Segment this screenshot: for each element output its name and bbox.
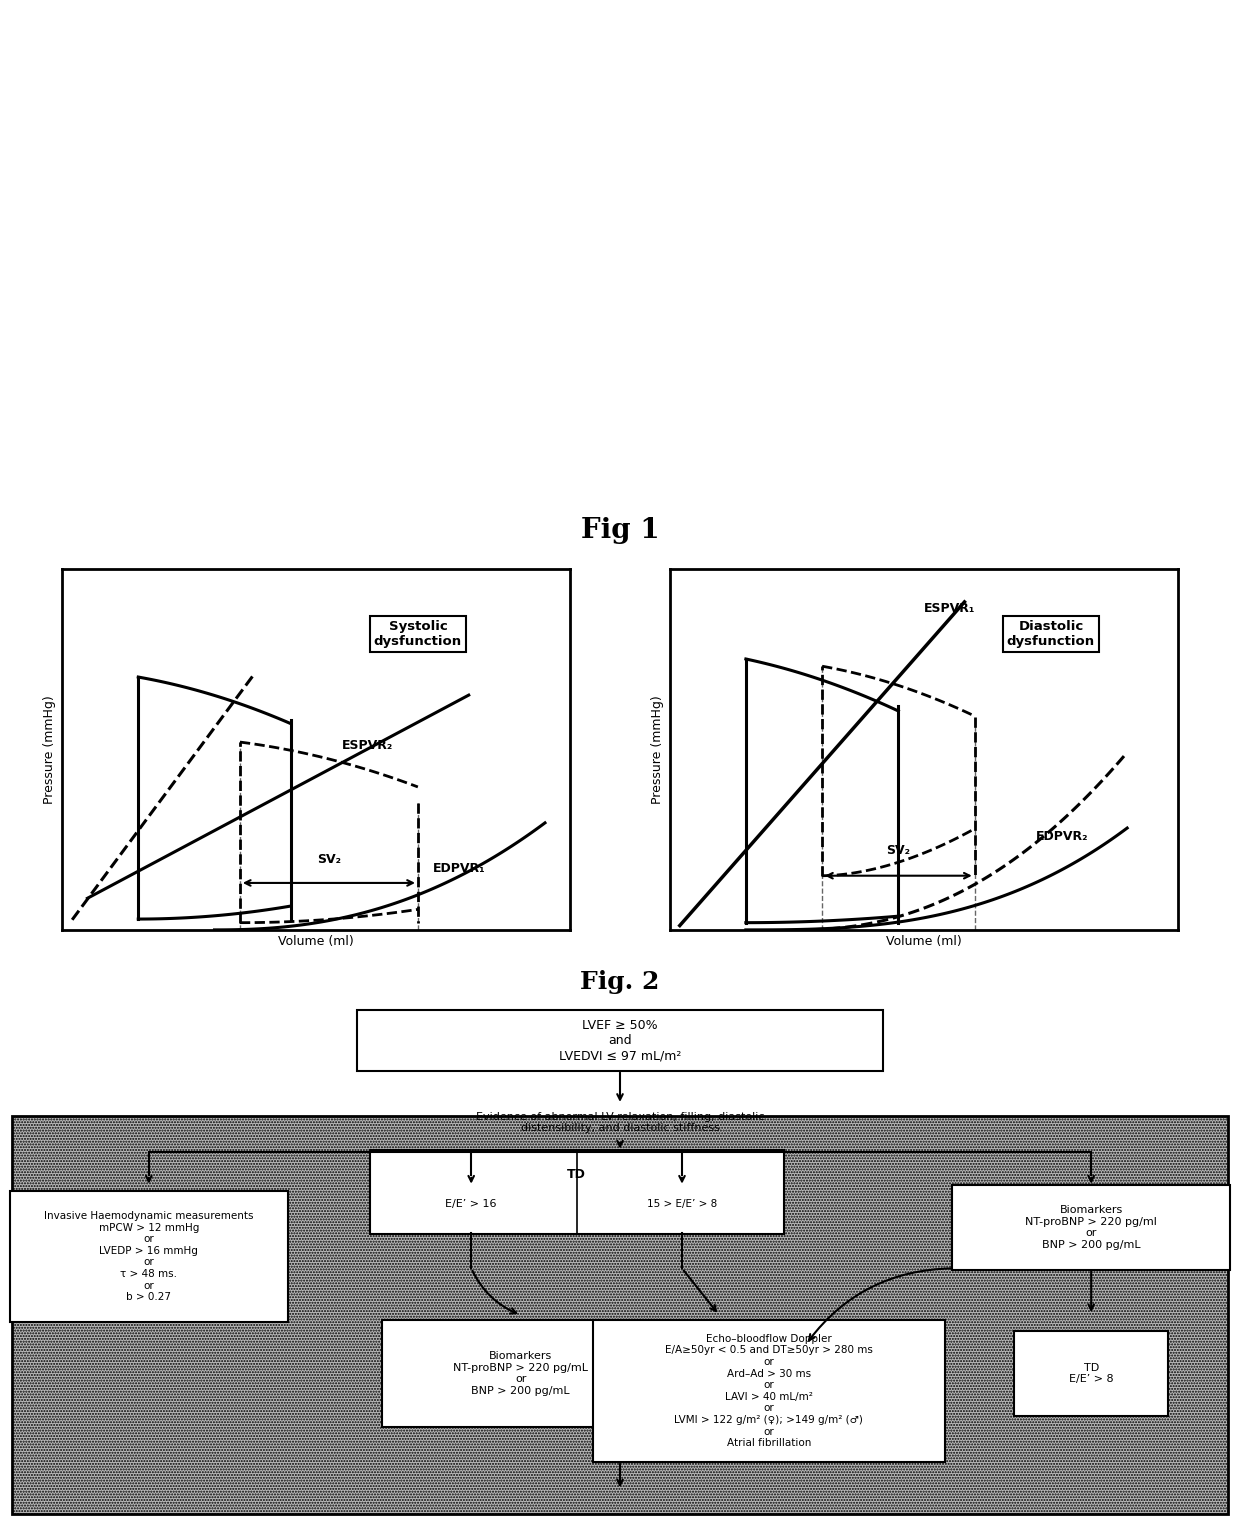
- Text: Evidence of abnormal LV relaxation, filling, diastolic
distensibility, and diast: Evidence of abnormal LV relaxation, fill…: [476, 1111, 764, 1133]
- Text: 15 > E/E’ > 8: 15 > E/E’ > 8: [647, 1199, 717, 1210]
- X-axis label: Volume (ml): Volume (ml): [885, 936, 962, 948]
- X-axis label: Volume (ml): Volume (ml): [278, 936, 355, 948]
- Text: Echo–bloodflow Doppler
E/A≥50yr < 0.5 and DT≥50yr > 280 ms
or
Ard–Ad > 30 ms
or
: Echo–bloodflow Doppler E/A≥50yr < 0.5 an…: [665, 1334, 873, 1448]
- FancyBboxPatch shape: [370, 1150, 784, 1234]
- Text: ESPVR₂: ESPVR₂: [342, 739, 393, 752]
- FancyBboxPatch shape: [382, 1320, 660, 1428]
- Text: Invasive Haemodynamic measurements
mPCW > 12 mmHg
or
LVEDP > 16 mmHg
or
τ > 48 m: Invasive Haemodynamic measurements mPCW …: [45, 1211, 253, 1302]
- Text: Diastolic
dysfunction: Diastolic dysfunction: [1007, 619, 1095, 647]
- Text: E/E’ > 16: E/E’ > 16: [445, 1199, 497, 1210]
- Y-axis label: Pressure (mmHg): Pressure (mmHg): [43, 695, 57, 804]
- Text: SV₂: SV₂: [317, 853, 341, 865]
- FancyBboxPatch shape: [12, 1116, 1228, 1514]
- FancyBboxPatch shape: [357, 1010, 883, 1071]
- Text: Fig 1: Fig 1: [580, 516, 660, 544]
- Text: SV₂: SV₂: [887, 844, 910, 858]
- Text: TD
E/E’ > 8: TD E/E’ > 8: [1069, 1363, 1114, 1385]
- Text: Fig. 2: Fig. 2: [580, 970, 660, 994]
- FancyBboxPatch shape: [10, 1191, 288, 1322]
- Text: Biomarkers
NT-proBNP > 220 pg/mL
or
BNP > 200 pg/mL: Biomarkers NT-proBNP > 220 pg/mL or BNP …: [454, 1351, 588, 1396]
- Y-axis label: Pressure (mmHg): Pressure (mmHg): [651, 695, 665, 804]
- Text: EDPVR₁: EDPVR₁: [433, 862, 486, 875]
- FancyBboxPatch shape: [952, 1185, 1230, 1270]
- Text: Biomarkers
NT-proBNP > 220 pg/ml
or
BNP > 200 pg/mL: Biomarkers NT-proBNP > 220 pg/ml or BNP …: [1025, 1205, 1157, 1250]
- Text: LVEF ≥ 50%
and
LVEDVI ≤ 97 mL/m²: LVEF ≥ 50% and LVEDVI ≤ 97 mL/m²: [559, 1019, 681, 1062]
- FancyBboxPatch shape: [1014, 1331, 1168, 1416]
- Text: EDPVR₂: EDPVR₂: [1035, 830, 1089, 842]
- Text: TD: TD: [567, 1168, 587, 1182]
- FancyBboxPatch shape: [593, 1320, 945, 1462]
- Text: ESPVR₁: ESPVR₁: [924, 603, 975, 615]
- Text: Systolic
dysfunction: Systolic dysfunction: [373, 619, 463, 647]
